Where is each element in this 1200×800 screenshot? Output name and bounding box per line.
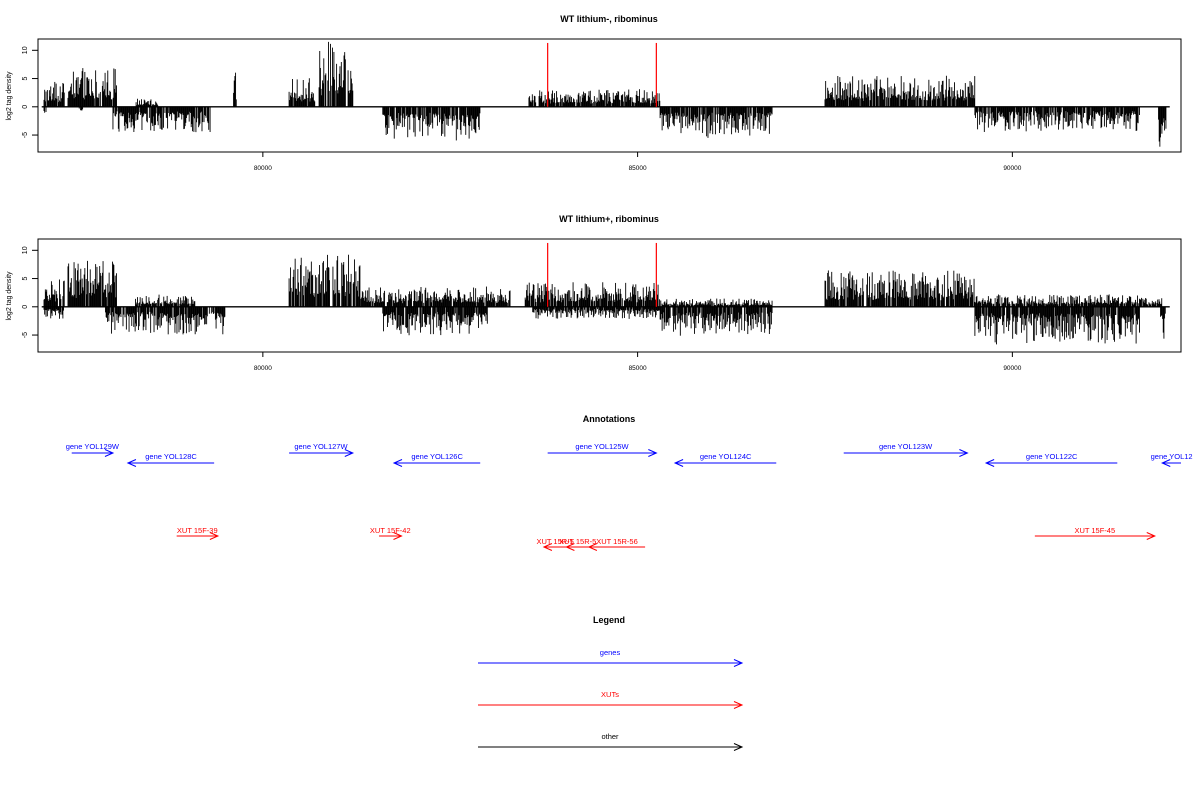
feature-label: gene YOL129W [66, 442, 120, 451]
legend-label: XUTs [601, 690, 619, 699]
feature-label: gene YOL127W [294, 442, 348, 451]
arrowhead-icon [959, 449, 969, 457]
gene-feature: gene YOL122C [984, 452, 1118, 467]
gene-feature: gene YOL127W [289, 442, 355, 457]
legend-item-genes: genes [478, 648, 744, 667]
y-tick-label: 10 [22, 46, 29, 54]
arrowhead-icon [565, 543, 575, 551]
feature-label: XUT 15R-5 [559, 537, 596, 546]
x-tick-label: 85000 [629, 365, 647, 372]
x-tick-label: 85000 [629, 165, 647, 172]
arrowhead-icon [393, 532, 403, 540]
xut-feature: XUT 15F-39 [176, 526, 220, 540]
legend: Legend genes XUTs other [478, 615, 744, 751]
x-axis: 80000 85000 90000 [254, 152, 1022, 172]
gene-feature: gene YOL12 [1151, 452, 1193, 467]
red-markers [547, 242, 657, 307]
annotations-title: Annotations [583, 414, 636, 424]
arrowhead-icon [209, 532, 220, 540]
y-axis: 10 5 0 -5 [22, 46, 38, 138]
xut-feature: XUT 15F-45 [1034, 526, 1157, 540]
x-tick-label: 80000 [254, 165, 272, 172]
plot-frame [37, 38, 1182, 153]
y-tick-label: 10 [22, 246, 29, 254]
y-tick-label: -5 [22, 332, 29, 338]
y-tick-label: 0 [22, 105, 29, 109]
feature-label: gene YOL128C [145, 452, 197, 461]
y-tick-label: 0 [22, 305, 29, 309]
feature-label: gene YOL125W [575, 442, 629, 451]
legend-label: other [601, 732, 619, 741]
feature-label: XUT 15R-5 [536, 537, 573, 546]
xut-feature: XUT 15R-5 [536, 537, 574, 551]
signal-bars [43, 41, 1167, 147]
y-tick-label: 5 [22, 77, 29, 81]
arrowhead-icon [344, 449, 355, 457]
y-axis-label: log2 tag density [6, 271, 13, 321]
arrowhead-icon [733, 659, 744, 667]
y-axis-label: log2 tag density [6, 71, 13, 121]
x-axis: 80000 85000 90000 [254, 352, 1022, 372]
y-tick-label: 5 [22, 277, 29, 281]
feature-label: XUT 15F-39 [177, 526, 218, 535]
feature-label: gene YOL123W [879, 442, 933, 451]
feature-label: gene YOL122C [1026, 452, 1078, 461]
plot-frame [37, 238, 1182, 353]
legend-label: genes [600, 648, 621, 657]
arrowhead-icon [733, 701, 744, 709]
y-axis: 10 5 0 -5 [22, 246, 38, 338]
feature-label: gene YOL126C [411, 452, 463, 461]
arrowhead-icon [104, 449, 115, 457]
xut-feature: XUT 15R-56 [587, 537, 646, 551]
gene-features: gene YOL129W gene YOL128C gene YOL127W gene… [66, 442, 1193, 467]
x-tick-label: 90000 [1003, 165, 1021, 172]
arrowhead-icon [648, 449, 658, 457]
arrowhead-icon [1161, 459, 1171, 467]
xut-feature: XUT 15R-5 [559, 537, 596, 551]
signal-panel-lithium-plus: WT lithium+, ribominus log2 tag density … [6, 214, 1182, 372]
gene-feature: gene YOL124C [673, 452, 777, 467]
feature-label: gene YOL12 [1151, 452, 1193, 461]
arrowhead-icon [126, 459, 137, 467]
feature-label: XUT 15R-56 [596, 537, 638, 546]
panel-title: WT lithium-, ribominus [560, 14, 658, 24]
x-tick-label: 80000 [254, 365, 272, 372]
signal-bars [43, 254, 1166, 345]
gene-feature: gene YOL128C [126, 452, 215, 467]
gene-feature: gene YOL129W [66, 442, 120, 457]
gene-feature: gene YOL123W [843, 442, 969, 457]
red-markers [547, 42, 657, 107]
gene-feature: gene YOL126C [392, 452, 481, 467]
arrowhead-icon [542, 543, 553, 551]
arrowhead-icon [673, 459, 684, 467]
legend-item-xuts: XUTs [478, 690, 744, 709]
signal-panel-lithium-minus: WT lithium-, ribominus log2 tag density … [6, 14, 1182, 172]
x-tick-label: 90000 [1003, 365, 1021, 372]
panel-title: WT lithium+, ribominus [559, 214, 659, 224]
legend-title: Legend [593, 615, 625, 625]
arrowhead-icon [733, 743, 744, 751]
legend-item-other: other [478, 732, 744, 751]
feature-label: XUT 15F-45 [1074, 526, 1115, 535]
gene-feature: gene YOL125W [547, 442, 658, 457]
arrowhead-icon [587, 543, 598, 551]
legend-items: genes XUTs other [478, 648, 744, 751]
y-tick-label: -5 [22, 132, 29, 138]
arrowhead-icon [392, 459, 403, 467]
xut-feature: XUT 15F-42 [370, 526, 411, 540]
feature-label: gene YOL124C [700, 452, 752, 461]
arrowhead-icon [984, 459, 995, 467]
feature-label: XUT 15F-42 [370, 526, 411, 535]
arrowhead-icon [1146, 532, 1157, 540]
